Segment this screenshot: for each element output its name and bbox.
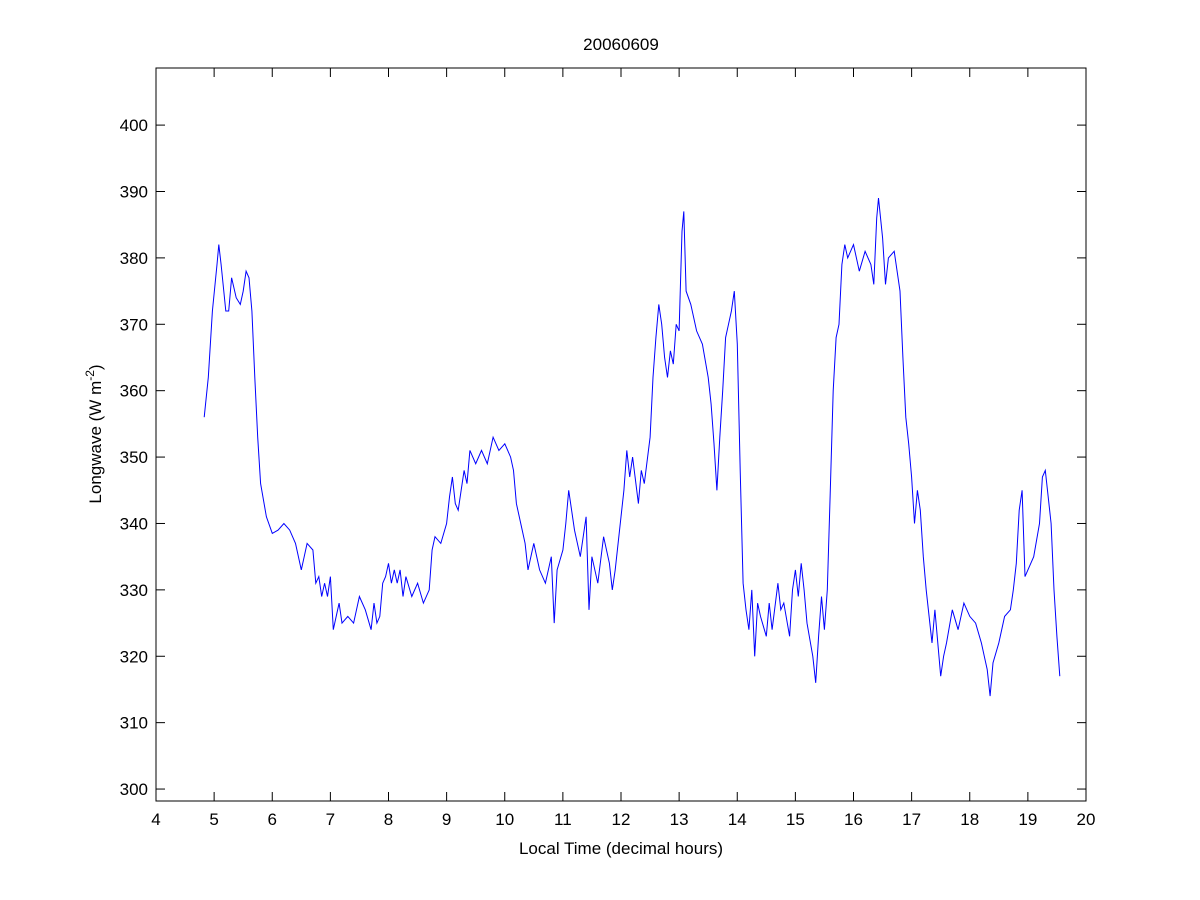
- y-tick-label: 310: [120, 714, 148, 733]
- x-tick-label: 5: [209, 810, 218, 829]
- y-tick-label: 390: [120, 182, 148, 201]
- y-axis-label-superscript: -2: [83, 370, 97, 381]
- y-tick-label: 370: [120, 315, 148, 334]
- y-tick-label: 400: [120, 116, 148, 135]
- x-tick-label: 18: [960, 810, 979, 829]
- axis-ticks: 4 5 6 7 8 9 10 11 12 13 14 15 16 17 18 19 20 300 310 320 330…: [120, 68, 1096, 829]
- x-tick-label: 13: [670, 810, 689, 829]
- y-tick-label: 380: [120, 249, 148, 268]
- x-tick-label: 17: [902, 810, 921, 829]
- x-tick-label: 20: [1077, 810, 1096, 829]
- y-tick-label: 360: [120, 382, 148, 401]
- x-tick-label: 8: [384, 810, 393, 829]
- plot-area: [155, 67, 1087, 802]
- y-tick-label: 320: [120, 647, 148, 666]
- y-axis-label: Longwave (W m-2): [83, 364, 105, 503]
- x-tick-label: 14: [728, 810, 747, 829]
- x-tick-label: 16: [844, 810, 863, 829]
- y-tick-label: 330: [120, 581, 148, 600]
- x-axis-label: Local Time (decimal hours): [519, 839, 723, 858]
- x-tick-label: 15: [786, 810, 805, 829]
- y-tick-label: 300: [120, 780, 148, 799]
- chart-title: 20060609: [583, 35, 659, 54]
- y-tick-label: 340: [120, 514, 148, 533]
- x-tick-label: 12: [612, 810, 631, 829]
- x-tick-label: 10: [495, 810, 514, 829]
- y-tick-label: 350: [120, 448, 148, 467]
- x-tick-label: 19: [1018, 810, 1037, 829]
- y-axis-label-main: Longwave (W m: [86, 381, 105, 504]
- x-tick-label: 9: [442, 810, 451, 829]
- x-tick-label: 6: [268, 810, 277, 829]
- x-tick-label: 11: [554, 810, 572, 829]
- x-tick-label: 7: [326, 810, 335, 829]
- y-axis-label-suffix: ): [86, 364, 105, 370]
- series-line-longwave: [203, 198, 1061, 697]
- x-tick-label: 4: [151, 810, 160, 829]
